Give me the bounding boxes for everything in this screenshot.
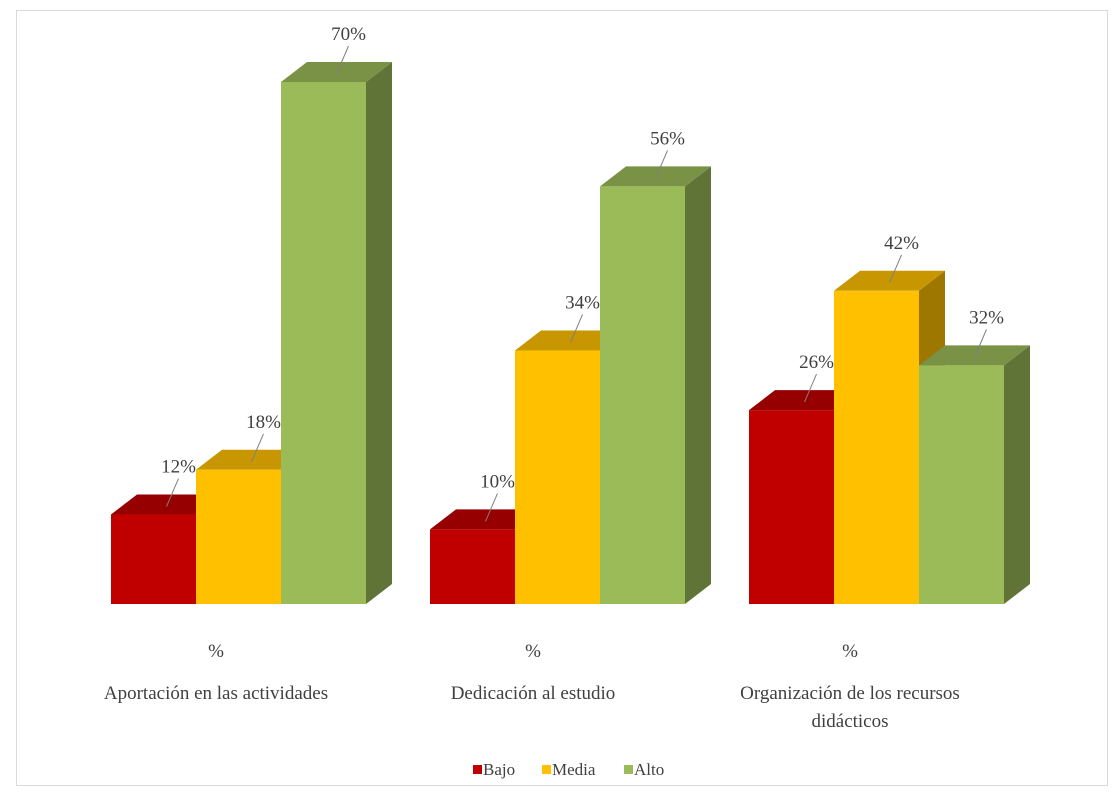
bar-alto-1 [281, 62, 392, 604]
bar-top-face [111, 494, 222, 515]
bar-top-face [919, 345, 1030, 366]
legend-label-alto: Alto [634, 760, 664, 779]
bar-top-face [281, 62, 392, 82]
bar-front-face [430, 529, 515, 604]
data-label-leader [251, 433, 264, 462]
bar-top-face [600, 166, 711, 187]
bar-side-face [1004, 345, 1030, 604]
category-label: Dedicación al estudio [451, 683, 616, 704]
bar-top-face [196, 449, 307, 470]
bar-top-face [749, 390, 860, 411]
bar-alto-3 [919, 345, 1030, 604]
data-label: 12% [161, 457, 196, 478]
legend-swatch-media [542, 765, 551, 774]
data-label-leader [485, 493, 498, 522]
bar-front-face [834, 290, 919, 604]
data-label-leader [655, 150, 668, 179]
bar-side-face [685, 166, 711, 604]
data-label: 10% [480, 471, 515, 492]
data-label: 26% [799, 352, 834, 373]
bar-front-face [749, 410, 834, 604]
bar-side-face [366, 62, 392, 604]
bar-top-face [834, 270, 945, 291]
category-label: Organización de los recursos [740, 683, 960, 704]
category-unit-label: % [208, 641, 224, 662]
data-label-leader [166, 478, 179, 507]
bar-front-face [600, 186, 685, 604]
bar-top-face [515, 330, 626, 351]
legend-swatch-alto [624, 765, 633, 774]
category-label: Aportación en las actividades [104, 683, 328, 704]
bar-front-face [196, 469, 281, 604]
bar-front-face [919, 365, 1004, 604]
bar-top-face [430, 509, 541, 530]
data-label: 56% [650, 128, 685, 149]
data-label: 18% [246, 412, 281, 433]
data-label-leader [889, 254, 902, 283]
data-label: 34% [565, 292, 600, 313]
bar-front-face [111, 514, 196, 604]
bar-front-face [515, 350, 600, 604]
data-label: 42% [884, 233, 919, 254]
data-label-leader [804, 373, 817, 403]
legend-swatch-bajo [473, 765, 482, 774]
bar-alto-2 [600, 166, 711, 604]
legend-label-bajo: Bajo [483, 760, 515, 779]
legend-label-media: Media [552, 760, 596, 779]
data-label-leader [974, 329, 987, 358]
data-label: 32% [969, 307, 1004, 328]
category-unit-label: % [525, 641, 541, 662]
data-label-leader [570, 314, 583, 343]
category-unit-label: % [842, 641, 858, 662]
category-label: didácticos [811, 711, 888, 732]
bar-front-face [281, 82, 366, 604]
data-label-leader [336, 45, 349, 75]
data-label: 70% [331, 24, 366, 45]
